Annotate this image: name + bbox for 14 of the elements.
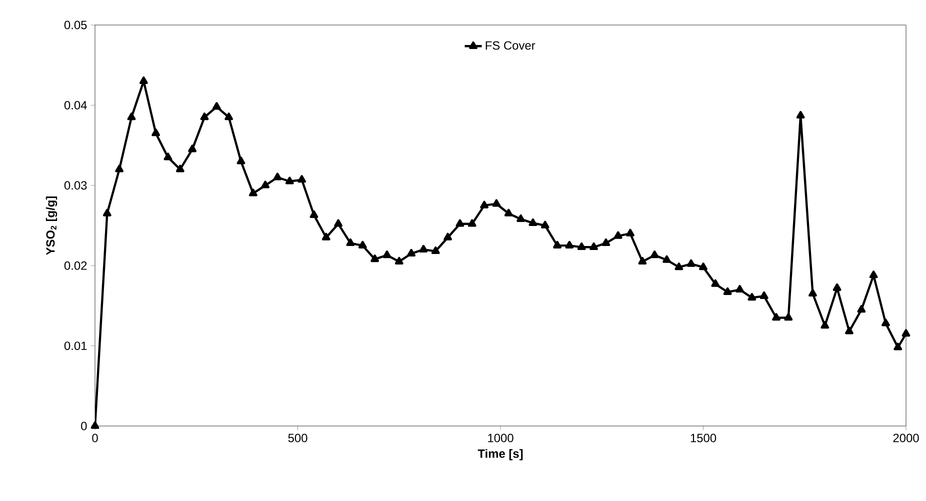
x-axis-title: Time [s]: [478, 449, 523, 460]
y-tick-label: 0.04: [64, 100, 87, 110]
x-tick-label: 500: [288, 434, 308, 442]
x-tick-label: 1000: [488, 434, 514, 442]
y-tick-label: 0.01: [64, 342, 87, 350]
y-tick-label: 0.05: [64, 20, 87, 30]
x-tick-label: 1500: [690, 434, 716, 442]
legend-label: FS Cover: [486, 41, 536, 50]
y-tick-label: 0.03: [64, 181, 87, 190]
y-tick-label: 0.02: [64, 261, 87, 270]
y-tick-label: 0: [81, 422, 87, 430]
y-axis-title: YSO$_{2}$ [g/g]: [46, 196, 58, 255]
x-tick-label: 2000: [893, 434, 919, 442]
x-tick-label: 0: [92, 434, 98, 442]
